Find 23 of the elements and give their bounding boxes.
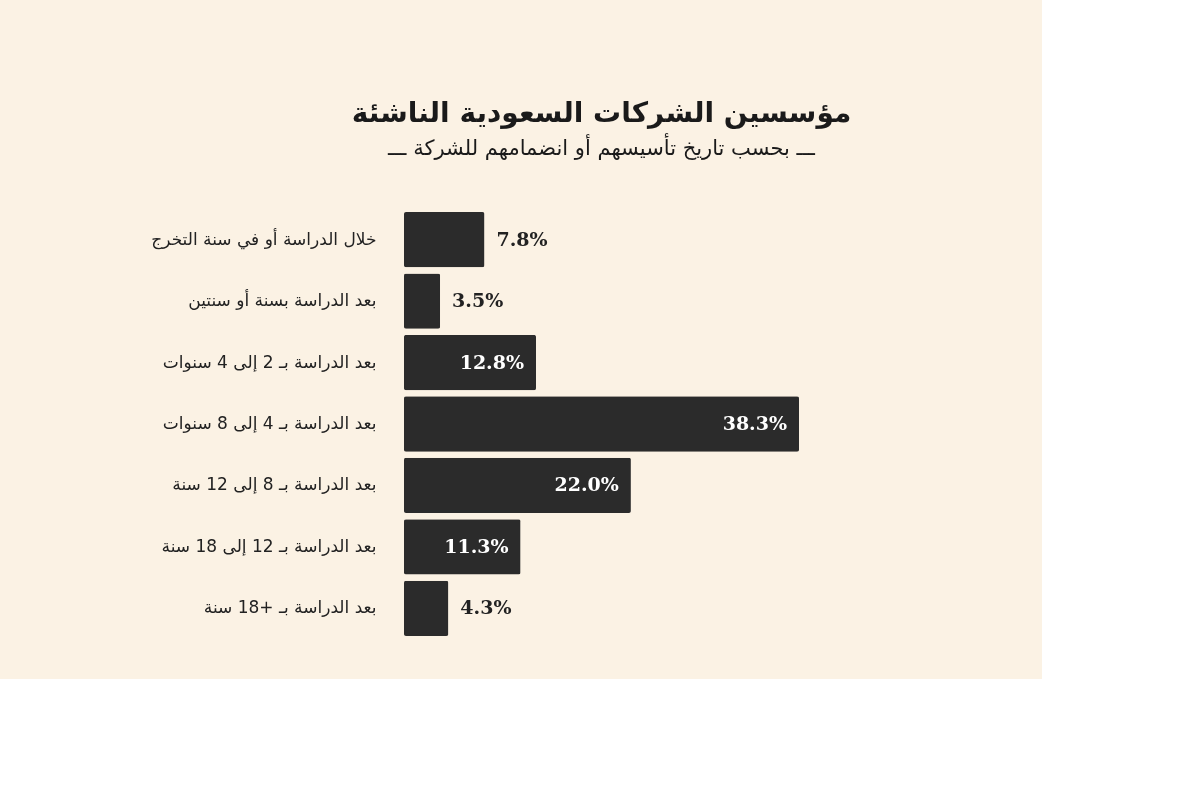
y-tick-label: بعد الدراسة بـ 2 إلى 4 سنوات xyxy=(162,351,377,372)
bar xyxy=(404,457,631,514)
bar xyxy=(404,396,799,452)
data-label: 11.3% xyxy=(444,534,509,557)
data-label: 12.8% xyxy=(459,350,525,373)
data-label: 4.3% xyxy=(460,596,512,619)
chart-subtitle: ـــ بحسب تاريخ تأسيسهم أو انضمامهم للشركة ـــ xyxy=(387,133,816,161)
data-label: 22.0% xyxy=(554,473,619,496)
y-tick-label: بعد الدراسة بـ 4 إلى 8 سنوات xyxy=(162,413,377,433)
data-label: 3.5% xyxy=(452,289,504,312)
bar xyxy=(404,580,449,636)
y-tick-label: بعد الدراسة بـ 8 إلى 12 سنة xyxy=(172,474,377,495)
data-label: 7.8% xyxy=(496,227,548,250)
bar xyxy=(404,334,537,391)
bar xyxy=(404,212,485,268)
y-tick-label: خلال الدراسة أو في سنة التخرج xyxy=(151,227,377,250)
data-label: 38.3% xyxy=(722,412,787,434)
y-tick-label: بعد الدراسة بـ +18 سنة xyxy=(203,597,377,618)
bar xyxy=(404,519,521,575)
y-tick-label: بعد الدراسة بـ 12 إلى 18 سنة xyxy=(161,535,377,556)
bar xyxy=(404,273,441,329)
y-tick-label: بعد الدراسة بسنة أو سنتين xyxy=(188,289,377,311)
chart-title: مؤسسين الشركات السعودية الناشئة xyxy=(351,96,852,129)
